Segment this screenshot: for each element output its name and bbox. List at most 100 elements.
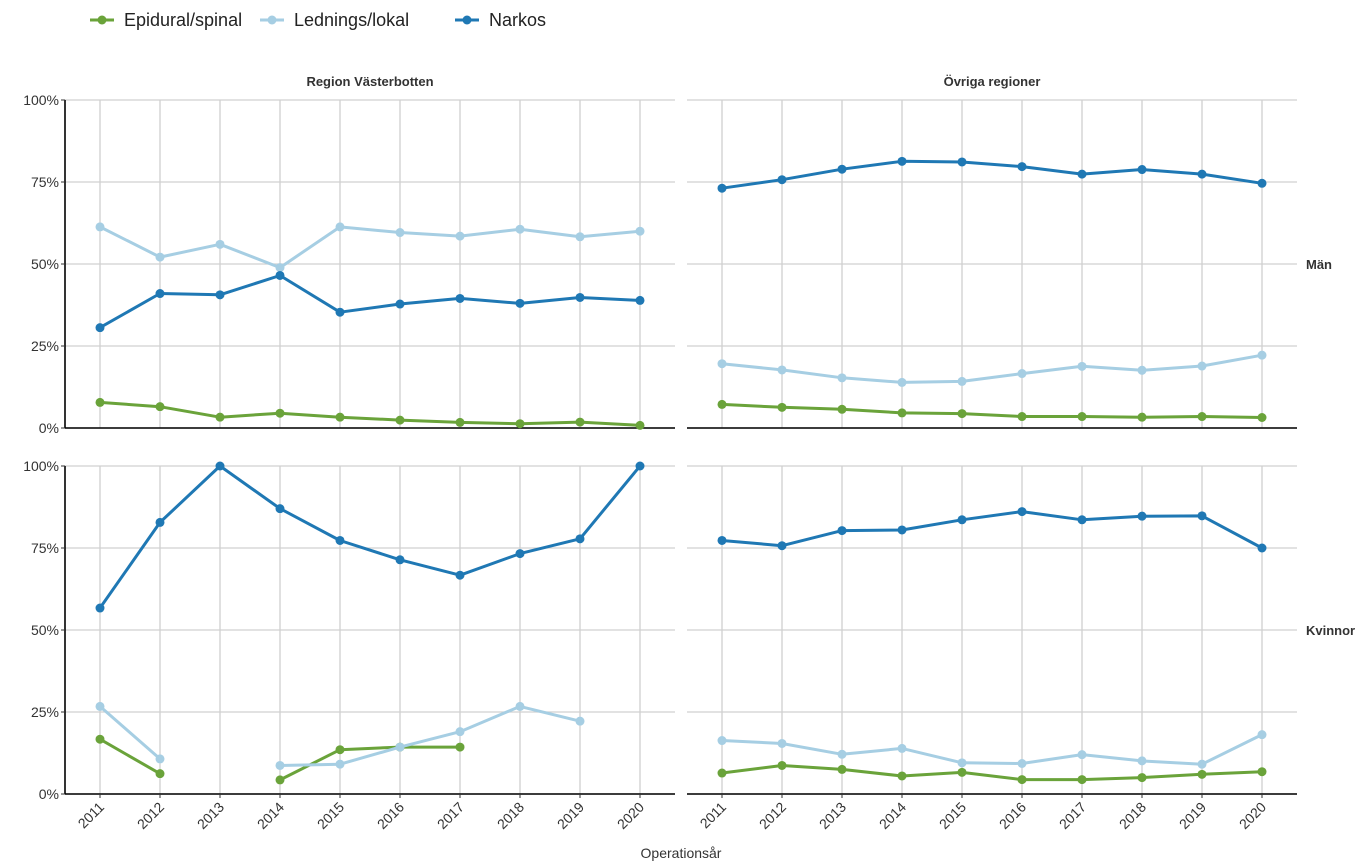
data-point — [1137, 773, 1147, 783]
data-point — [1257, 413, 1267, 423]
data-point — [1017, 412, 1027, 422]
data-point — [575, 716, 585, 726]
chart-panel: 2011 2012 2013 2014 2015 2016 2017 2018 2019 2020 — [687, 465, 1297, 832]
data-point — [897, 408, 907, 418]
legend: Epidural/spinal Lednings/lokal Narkos — [90, 10, 546, 30]
data-point — [837, 764, 847, 774]
data-point — [155, 252, 165, 262]
x-tick-label: 2016 — [996, 799, 1029, 832]
y-tick-label: 25% — [31, 338, 59, 354]
data-point — [1257, 730, 1267, 740]
data-point — [1077, 169, 1087, 179]
series-lednings-lokal — [95, 701, 585, 770]
x-tick-label: 2017 — [1056, 799, 1089, 832]
data-point — [635, 420, 645, 430]
data-point — [635, 461, 645, 471]
legend-label: Epidural/spinal — [124, 10, 242, 30]
data-point — [95, 603, 105, 613]
series-line — [98, 225, 642, 270]
data-point — [1137, 511, 1147, 521]
data-point — [575, 292, 585, 302]
series-lednings-lokal — [717, 350, 1267, 387]
data-point — [95, 323, 105, 333]
data-point — [215, 461, 225, 471]
data-point — [1017, 162, 1027, 172]
x-axis-label: Operationsår — [641, 845, 722, 861]
series-line — [720, 402, 1264, 419]
y-tick-label: 50% — [31, 622, 59, 638]
data-point — [1257, 350, 1267, 360]
data-point — [1077, 750, 1087, 760]
legend-item: Lednings/lokal — [260, 10, 409, 30]
data-point — [1137, 412, 1147, 422]
series-lednings-lokal — [717, 730, 1267, 769]
data-point — [335, 222, 345, 232]
series-line — [720, 159, 1264, 190]
data-point — [455, 742, 465, 752]
data-point — [155, 289, 165, 299]
data-point — [1197, 412, 1207, 422]
y-tick-label: 75% — [31, 174, 59, 190]
data-point — [1137, 165, 1147, 175]
data-point — [1137, 365, 1147, 375]
data-point — [1017, 775, 1027, 785]
data-point — [275, 270, 285, 280]
data-point — [335, 759, 345, 769]
data-point — [837, 373, 847, 383]
data-point — [455, 293, 465, 303]
x-tick-label: 2017 — [434, 799, 467, 832]
data-point — [515, 298, 525, 308]
panel-row-label: Män — [1306, 257, 1332, 272]
data-point — [1077, 775, 1087, 785]
y-tick-label: 0% — [39, 420, 59, 436]
panel-column-title: Region Västerbotten — [306, 74, 433, 89]
series-narkos — [95, 270, 645, 333]
x-tick-label: 2012 — [134, 799, 167, 832]
data-point — [777, 175, 787, 185]
data-point — [717, 359, 727, 369]
data-point — [777, 738, 787, 748]
data-point — [1077, 361, 1087, 371]
chart-panel — [687, 99, 1297, 429]
data-point — [335, 412, 345, 422]
data-point — [95, 397, 105, 407]
data-point — [1197, 759, 1207, 769]
data-point — [1197, 769, 1207, 779]
y-tick-label: 100% — [23, 92, 59, 108]
series-line — [720, 353, 1264, 384]
data-point — [837, 404, 847, 414]
series-epidural-spinal — [95, 397, 645, 430]
series-epidural-spinal — [717, 399, 1267, 423]
data-point — [215, 290, 225, 300]
data-point — [1077, 515, 1087, 525]
data-point — [1017, 758, 1027, 768]
x-tick-label: 2014 — [876, 799, 909, 832]
series-line — [98, 464, 642, 610]
data-point — [335, 307, 345, 317]
data-point — [777, 760, 787, 770]
x-tick-label: 2019 — [1176, 799, 1209, 832]
series-line — [98, 400, 642, 427]
series-lednings-lokal — [95, 222, 645, 273]
series-epidural-spinal — [717, 760, 1267, 785]
data-point — [897, 743, 907, 753]
data-point — [957, 758, 967, 768]
data-point — [515, 549, 525, 559]
data-point — [957, 767, 967, 777]
x-tick-label: 2020 — [1236, 799, 1269, 832]
x-tick-label: 2011 — [75, 799, 108, 832]
data-point — [395, 742, 405, 752]
panel-column-title: Övriga regioner — [944, 74, 1041, 89]
data-point — [897, 525, 907, 535]
data-point — [897, 377, 907, 387]
data-point — [275, 263, 285, 273]
legend-item: Narkos — [455, 10, 546, 30]
x-tick-label: 2011 — [697, 799, 730, 832]
data-point — [717, 399, 727, 409]
legend-item: Epidural/spinal — [90, 10, 242, 30]
x-tick-label: 2015 — [314, 799, 347, 832]
chart-panels: Region Västerbotten Övriga regioner Män Kvi… — [23, 74, 1355, 832]
legend-swatch-point — [97, 15, 107, 25]
data-point — [717, 736, 727, 746]
series-narkos — [717, 507, 1267, 553]
